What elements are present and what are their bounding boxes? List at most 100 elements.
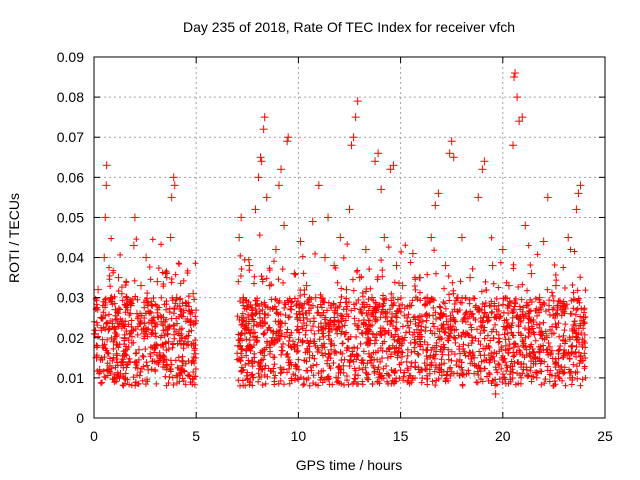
dense-sample-mark bbox=[246, 329, 253, 336]
dense-sample-mark bbox=[437, 304, 444, 311]
dense-sample-mark bbox=[495, 339, 502, 346]
dense-sample-mark bbox=[417, 341, 424, 348]
dense-sample-mark bbox=[555, 320, 562, 327]
dense-sample-mark bbox=[257, 360, 264, 367]
dense-sample-mark bbox=[318, 349, 325, 356]
dense-sample-mark bbox=[121, 301, 128, 308]
dense-sample-mark bbox=[275, 299, 282, 306]
dense-sample-mark bbox=[127, 359, 134, 366]
data-point bbox=[380, 233, 389, 242]
dense-sample-mark bbox=[142, 324, 149, 331]
dense-sample-mark bbox=[235, 331, 242, 338]
dense-sample-mark bbox=[538, 381, 545, 388]
dense-sample-mark bbox=[431, 368, 438, 375]
dense-sample-mark bbox=[456, 363, 463, 370]
dense-sample-mark bbox=[576, 360, 583, 367]
dense-sample-mark bbox=[505, 350, 512, 357]
dense-sample-mark bbox=[115, 287, 122, 294]
dense-sample-mark bbox=[556, 375, 563, 382]
dense-sample-mark bbox=[490, 280, 497, 287]
dense-sample-mark bbox=[246, 344, 253, 351]
dense-sample-mark bbox=[404, 322, 411, 329]
dense-sample-mark bbox=[177, 337, 184, 344]
data-point bbox=[371, 157, 380, 166]
dense-sample-mark bbox=[149, 330, 156, 337]
data-point bbox=[576, 181, 585, 190]
dense-sample-mark bbox=[97, 380, 104, 387]
dense-sample-mark bbox=[360, 360, 367, 367]
dense-sample-mark bbox=[496, 375, 503, 382]
dense-sample-mark bbox=[172, 296, 179, 303]
dense-sample-mark bbox=[262, 380, 269, 387]
dense-sample-mark bbox=[297, 317, 304, 324]
dense-sample-mark bbox=[381, 297, 388, 304]
dense-sample-mark bbox=[321, 376, 328, 383]
dense-sample-mark bbox=[123, 364, 130, 371]
dense-sample-mark bbox=[554, 311, 561, 318]
dense-sample-mark bbox=[106, 355, 113, 362]
dense-sample-mark bbox=[262, 320, 269, 327]
dense-sample-mark bbox=[119, 297, 126, 304]
dense-sample-mark bbox=[142, 310, 149, 317]
dense-sample-mark bbox=[551, 378, 558, 385]
dense-sample-mark bbox=[536, 324, 543, 331]
dense-sample-mark bbox=[478, 324, 485, 331]
dense-sample-mark bbox=[481, 303, 488, 310]
dense-sample-mark bbox=[345, 335, 352, 342]
dense-sample-mark bbox=[547, 367, 554, 374]
dense-sample-mark bbox=[523, 366, 530, 373]
dense-sample-mark bbox=[545, 339, 552, 346]
dense-sample-mark bbox=[314, 348, 321, 355]
dense-sample-mark bbox=[548, 347, 555, 354]
dense-sample-mark bbox=[285, 365, 292, 372]
data-point bbox=[129, 241, 138, 250]
dense-sample-mark bbox=[575, 349, 582, 356]
dense-sample-mark bbox=[149, 236, 156, 243]
dense-sample-mark bbox=[484, 318, 491, 325]
dense-sample-mark bbox=[524, 372, 531, 379]
dense-sample-mark bbox=[477, 376, 484, 383]
dense-sample-mark bbox=[133, 349, 140, 356]
dense-sample-mark bbox=[549, 323, 556, 330]
dense-sample-mark bbox=[284, 369, 291, 376]
dense-sample-mark bbox=[404, 314, 411, 321]
dense-sample-mark bbox=[349, 351, 356, 358]
dense-sample-mark bbox=[478, 288, 485, 295]
dense-sample-mark bbox=[308, 296, 315, 303]
dense-sample-mark bbox=[307, 364, 314, 371]
dense-sample-mark bbox=[271, 339, 278, 346]
dense-sample-mark bbox=[293, 327, 300, 334]
dense-sample-mark bbox=[288, 377, 295, 384]
dense-sample-mark bbox=[280, 340, 287, 347]
dense-sample-mark bbox=[430, 304, 437, 311]
dense-sample-mark bbox=[429, 330, 436, 337]
dense-sample-mark bbox=[295, 336, 302, 343]
dense-sample-mark bbox=[278, 333, 285, 340]
x-tick-label: 15 bbox=[393, 428, 409, 444]
data-point bbox=[513, 93, 522, 102]
dense-sample-mark bbox=[504, 305, 511, 312]
dense-sample-mark bbox=[252, 306, 259, 313]
dense-sample-mark bbox=[277, 311, 284, 318]
dense-sample-mark bbox=[526, 313, 533, 320]
dense-sample-mark bbox=[495, 360, 502, 367]
dense-sample-mark bbox=[380, 292, 387, 299]
dense-sample-mark bbox=[476, 305, 483, 312]
dense-sample-mark bbox=[441, 300, 448, 307]
dense-sample-mark bbox=[579, 376, 586, 383]
dense-sample-mark bbox=[446, 291, 453, 298]
dense-sample-mark bbox=[153, 333, 160, 340]
dense-sample-mark bbox=[493, 366, 500, 373]
dense-sample-mark bbox=[238, 330, 245, 337]
dense-sample-mark bbox=[374, 378, 381, 385]
dense-sample-mark bbox=[570, 350, 577, 357]
dense-sample-mark bbox=[466, 300, 473, 307]
data-point bbox=[320, 253, 329, 262]
dense-sample-mark bbox=[185, 307, 192, 314]
dense-sample-mark bbox=[251, 273, 258, 280]
dense-sample-mark bbox=[551, 262, 558, 268]
dense-sample-mark bbox=[110, 345, 117, 352]
dense-sample-mark bbox=[483, 357, 490, 364]
dense-sample-mark bbox=[409, 297, 416, 304]
dense-sample-mark bbox=[190, 342, 197, 349]
